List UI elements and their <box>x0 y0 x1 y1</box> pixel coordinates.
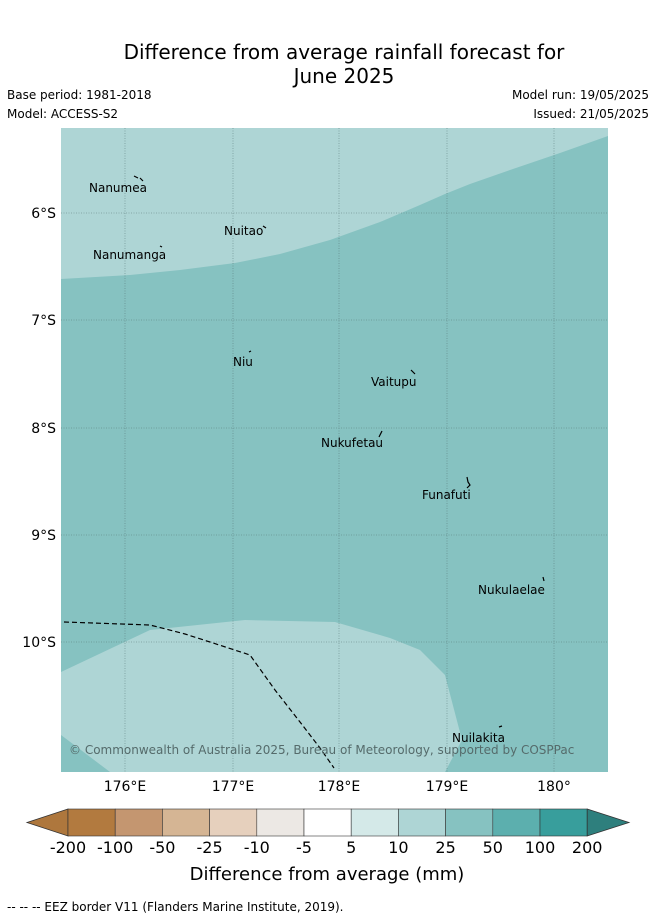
colorbar-arrow-left <box>25 808 69 837</box>
lon-label-176: 176°E <box>104 779 147 795</box>
colorbar-tick-label: 100 <box>525 838 556 857</box>
colorbar-segment <box>114 808 163 837</box>
lon-label-178: 178°E <box>318 779 361 795</box>
lat-label-6s: 6°S <box>31 206 56 222</box>
colorbar-tick-label: -5 <box>296 838 312 857</box>
map-area: Nanumea Nuitao Nanumanga Niu Vaitupu Nuk… <box>61 128 608 772</box>
colorbar-segment <box>209 808 258 837</box>
eez-legend-note: -- -- -- EEZ border V11 (Flanders Marine… <box>7 900 344 914</box>
colorbar-segment <box>445 808 494 837</box>
colorbar-segment <box>303 808 352 837</box>
colorbar-tick-label: -200 <box>50 838 86 857</box>
lat-label-7s: 7°S <box>31 313 56 329</box>
rain-band-25-50 <box>61 136 608 772</box>
place-funafuti: Funafuti <box>422 488 471 502</box>
colorbar-tick-label: 25 <box>435 838 455 857</box>
colorbar-title: Difference from average (mm) <box>190 864 465 885</box>
map-title: Difference from average rainfall forecas… <box>0 40 655 88</box>
place-nanumanga: Nanumanga <box>93 248 166 262</box>
colorbar-tick-label: -25 <box>197 838 223 857</box>
colorbar-tick-label: 5 <box>346 838 356 857</box>
colorbar-tick-label: -50 <box>149 838 175 857</box>
colorbar-segment <box>539 808 588 837</box>
title-line-1: Difference from average rainfall forecas… <box>123 40 565 64</box>
colorbar-tick-label: 10 <box>388 838 408 857</box>
colorbar-segment <box>492 808 541 837</box>
issued-date: Issued: 21/05/2025 <box>533 107 649 121</box>
place-nuilakita: Nuilakita <box>452 731 505 745</box>
colorbar-tick-label: -10 <box>244 838 270 857</box>
lat-label-9s: 9°S <box>31 528 56 544</box>
place-nukufetau: Nukufetau <box>321 436 383 450</box>
lon-label-179: 179°E <box>426 779 469 795</box>
colorbar-segment <box>162 808 210 837</box>
lat-label-10s: 10°S <box>22 635 56 651</box>
lon-label-180: 180° <box>537 779 571 795</box>
colorbar-tick-label: 200 <box>572 838 603 857</box>
place-nukulaelae: Nukulaelae <box>478 583 545 597</box>
graticule <box>61 128 608 772</box>
title-line-2: June 2025 <box>293 64 395 88</box>
model-run: Model run: 19/05/2025 <box>511 88 649 102</box>
colorbar-segment <box>398 808 446 837</box>
rain-band-10-25-lower-edge <box>61 735 110 772</box>
colorbar-tick-label: -100 <box>97 838 133 857</box>
base-period: Base period: 1981-2018 <box>7 88 152 102</box>
island-marks <box>133 175 545 728</box>
eez-border <box>63 621 335 769</box>
colorbar-segment <box>67 808 116 837</box>
place-nanumea: Nanumea <box>89 181 147 195</box>
colorbar: -200 -100 -50 -25 -10 -5 5 10 25 50 100 200 <box>25 808 631 857</box>
colorbar-segment <box>256 808 305 837</box>
colorbar-arrow-right <box>586 808 631 837</box>
lon-label-177: 177°E <box>212 779 255 795</box>
colorbar-tick-label: 50 <box>483 838 503 857</box>
place-niu: Niu <box>233 355 253 369</box>
place-vaitupu: Vaitupu <box>371 375 417 389</box>
place-nuitao: Nuitao <box>224 224 263 238</box>
copyright-notice: © Commonwealth of Australia 2025, Bureau… <box>69 743 574 757</box>
model-name: Model: ACCESS-S2 <box>7 107 119 121</box>
lat-label-8s: 8°S <box>31 421 56 437</box>
colorbar-segment <box>350 808 399 837</box>
